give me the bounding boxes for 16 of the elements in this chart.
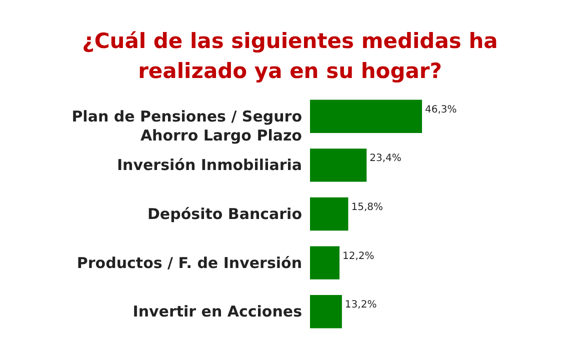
data-label: 15,8% bbox=[351, 202, 383, 213]
y-tick-label: Depósito Bancario bbox=[147, 205, 302, 223]
bar bbox=[310, 100, 422, 133]
data-label: 46,3% bbox=[425, 104, 457, 116]
y-tick-label: Plan de Pensiones / Seguro Ahorro Largo Plazo bbox=[72, 107, 302, 144]
bar bbox=[310, 197, 348, 231]
data-label: 23,4% bbox=[370, 153, 402, 164]
data-label: 13,2% bbox=[344, 300, 377, 311]
chart-title: ¿Cuál de las siguientes medidas ha realizado ya en su hogar? bbox=[82, 29, 498, 83]
y-tick-label: Invertir en Acciones bbox=[132, 302, 302, 321]
bar bbox=[310, 246, 340, 280]
y-tick-label: Productos / F. de Inversión bbox=[76, 254, 302, 272]
bar bbox=[310, 295, 342, 328]
bar bbox=[310, 148, 367, 182]
y-tick-label: Inversión Inmobiliaria bbox=[116, 156, 302, 174]
data-label: 12,2% bbox=[342, 250, 374, 262]
